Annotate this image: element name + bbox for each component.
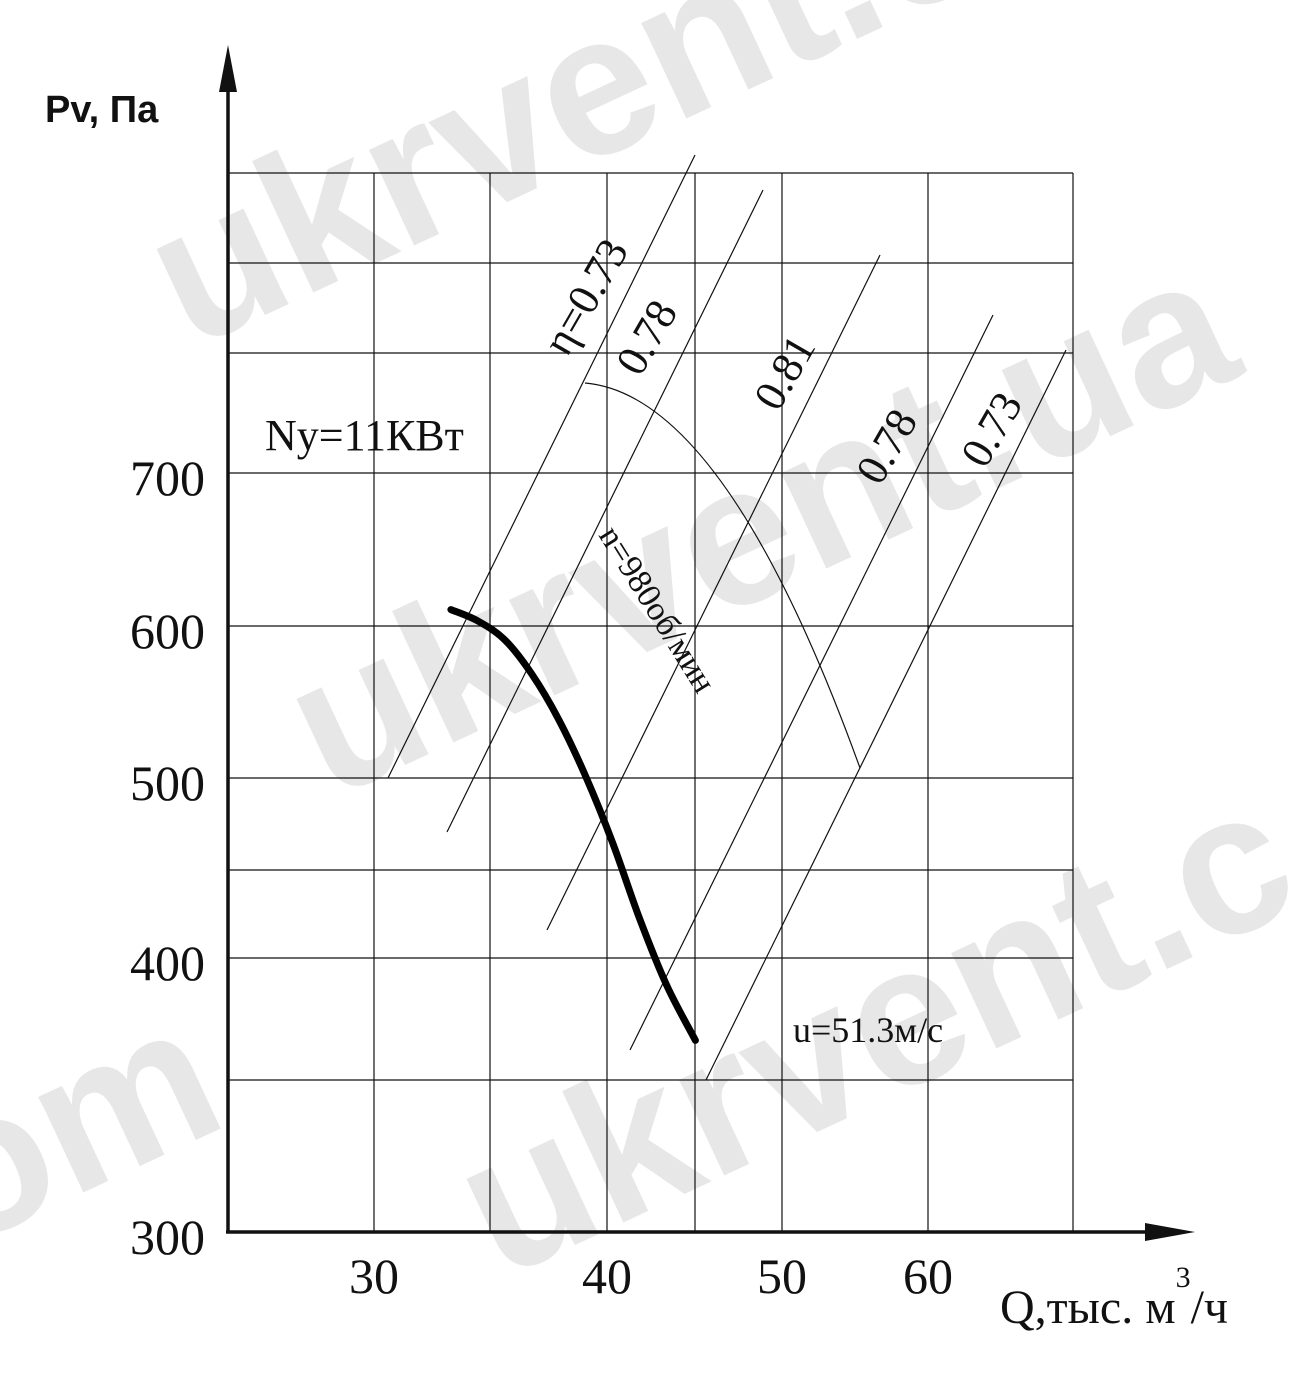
efficiency-line <box>629 314 994 1051</box>
performance-curve <box>447 606 699 1044</box>
tip-speed-label: u=51.3м/с <box>793 1010 943 1050</box>
efficiency-line <box>705 349 1067 1081</box>
x-axis-arrow <box>1145 1223 1195 1241</box>
y-tick-labels: 300 400 500 600 700 <box>130 450 205 1265</box>
x-tick-label: 50 <box>757 1248 807 1304</box>
axes <box>219 45 1195 1241</box>
x-tick-labels: 30 40 50 60 <box>349 1248 953 1304</box>
watermark-text-3: om <box>0 960 250 1289</box>
efficiency-line <box>387 154 696 779</box>
x-axis-label-main: Q,тыс. м <box>1000 1281 1176 1334</box>
y-axis-arrow <box>219 45 237 92</box>
efficiency-line <box>446 189 764 833</box>
speed-parabola <box>584 382 861 769</box>
watermark-text-2: ukrvent.ua <box>254 209 1267 839</box>
y-tick-label: 500 <box>130 755 205 811</box>
x-axis-label-tail: /ч <box>1191 1281 1228 1334</box>
x-axis-label-sup: 3 <box>1176 1261 1191 1294</box>
y-tick-label: 700 <box>130 450 205 506</box>
y-tick-label: 300 <box>130 1209 205 1265</box>
y-axis-label: Pv, Па <box>45 89 159 131</box>
y-tick-label: 600 <box>130 603 205 659</box>
grid <box>228 172 1074 1232</box>
x-tick-label: 30 <box>349 1248 399 1304</box>
x-tick-label: 60 <box>903 1248 953 1304</box>
y-tick-label: 400 <box>130 935 205 991</box>
x-tick-label: 40 <box>582 1248 632 1304</box>
x-axis-label: Q,тыс. м3/ч <box>1000 1261 1228 1334</box>
watermark: ukrvent.co ukrvent.ua om ukrvent.c <box>0 0 1314 1319</box>
power-label: Ny=11КВт <box>265 411 464 460</box>
